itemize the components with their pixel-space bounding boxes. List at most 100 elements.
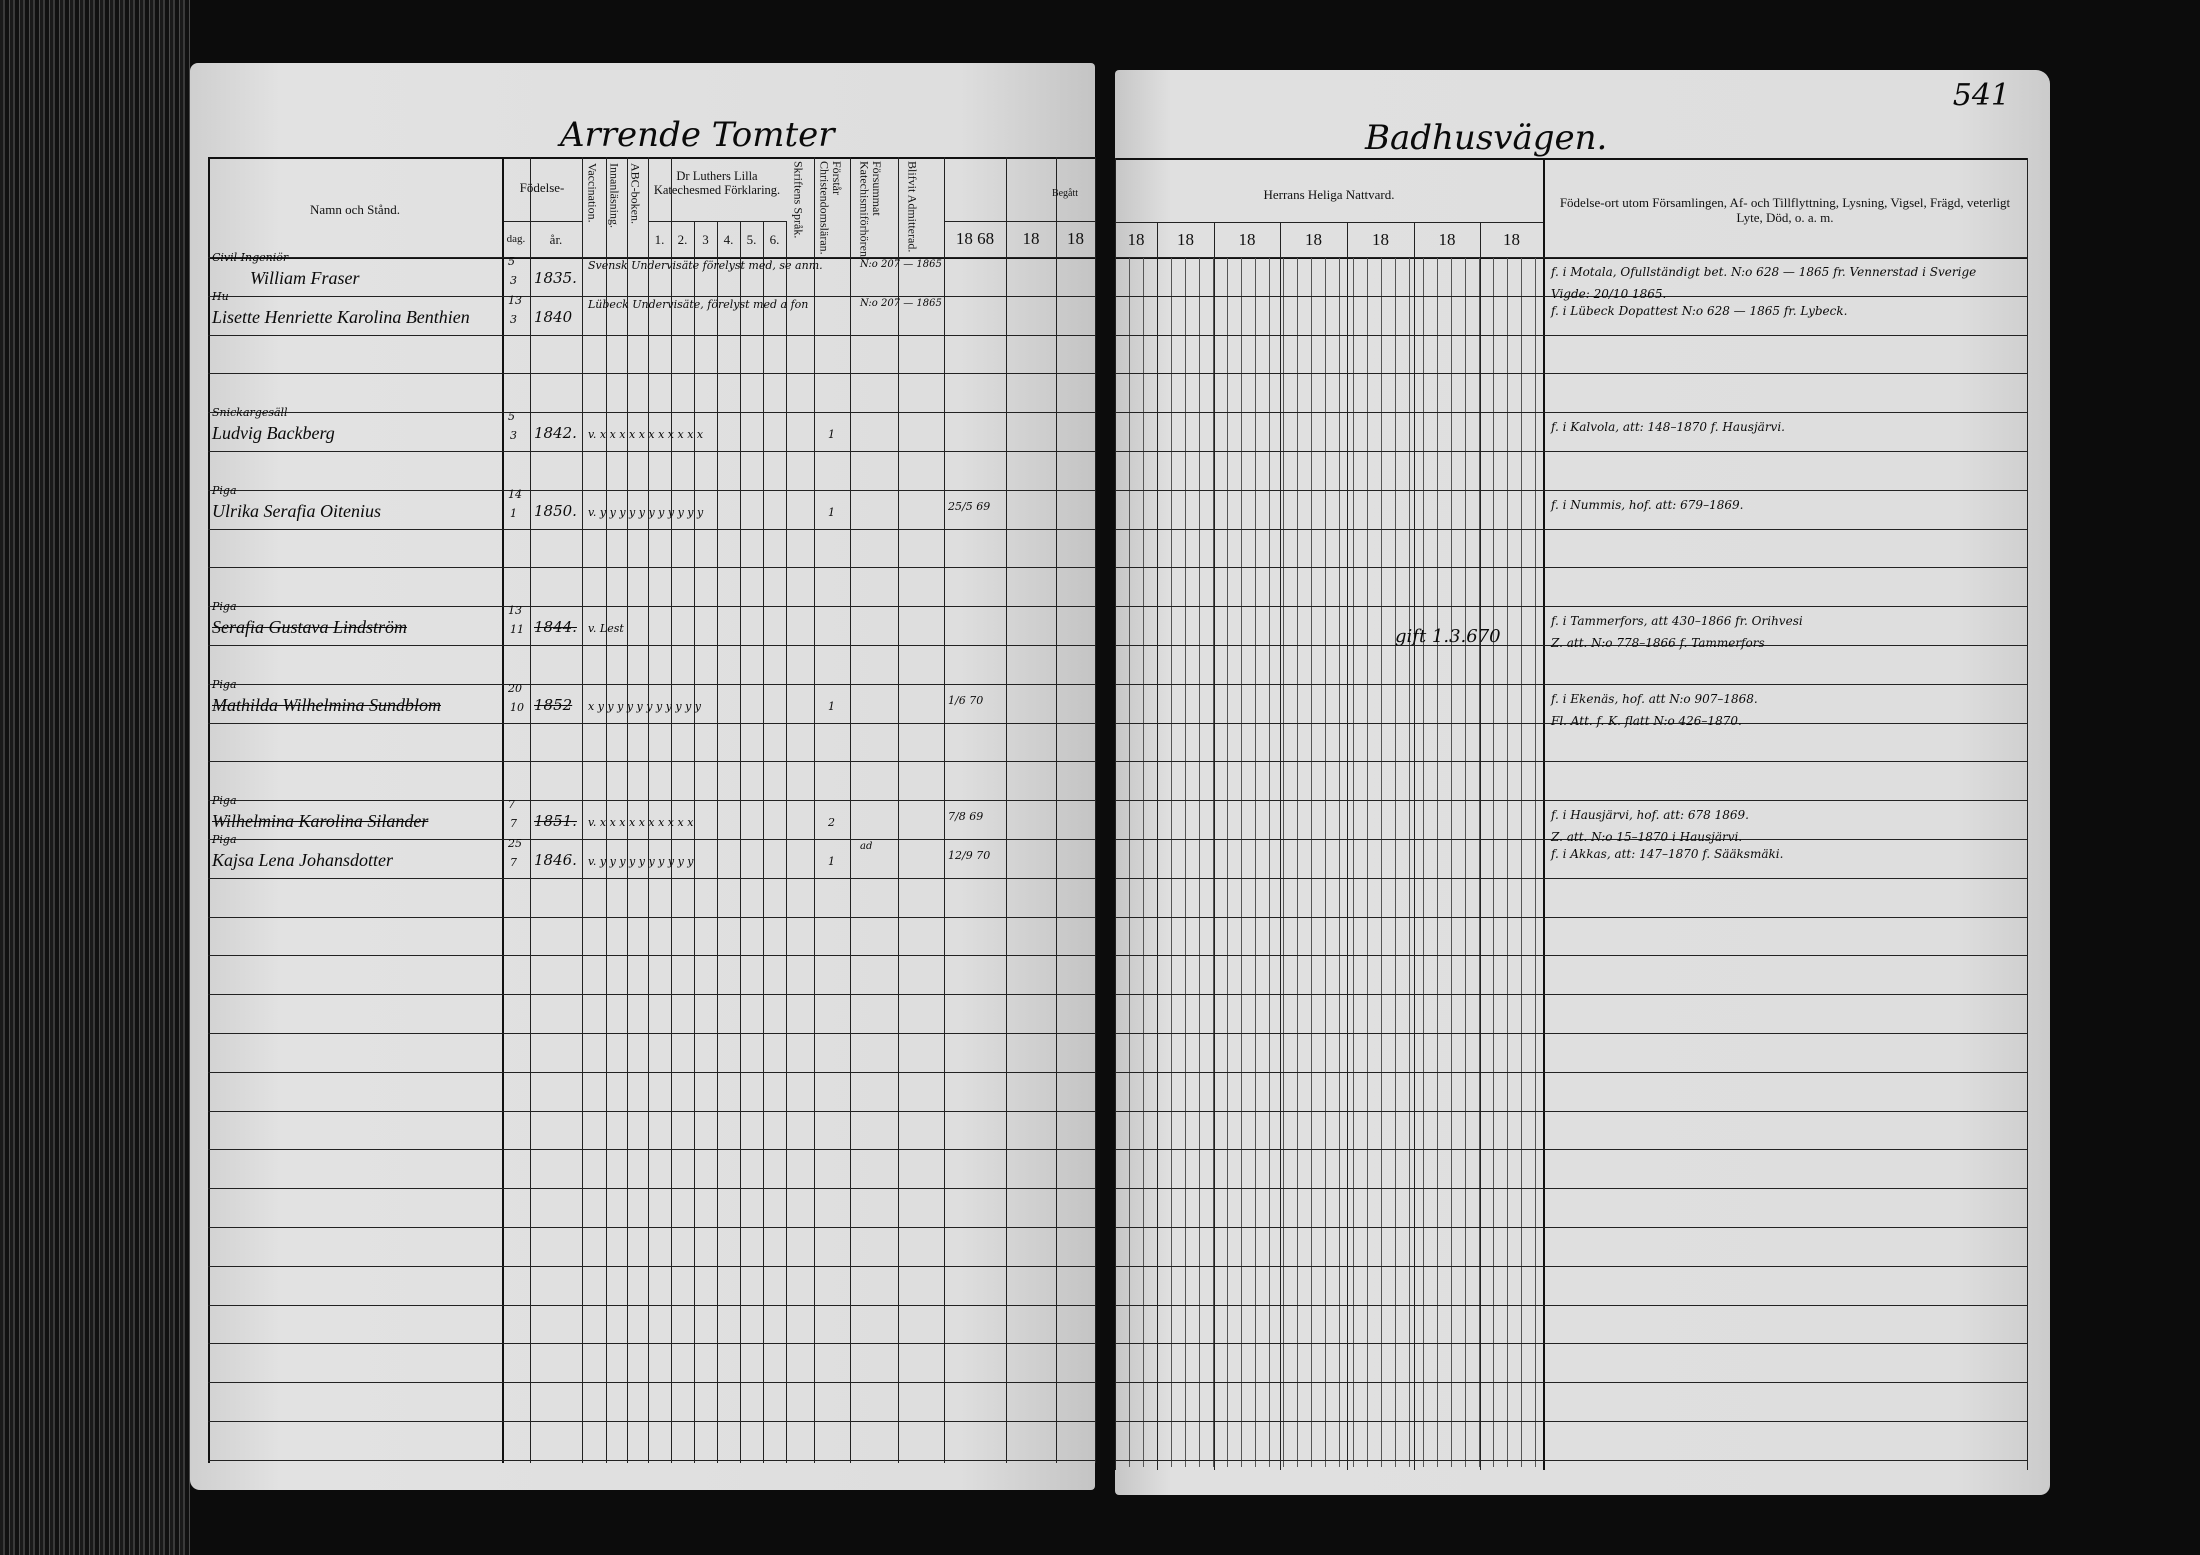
row-rule: [1115, 1382, 2027, 1384]
column-divider: [1347, 222, 1348, 1470]
entry-name: Wilhelmina Karolina Silander: [212, 811, 429, 832]
entry-birth-month: 7: [510, 817, 517, 831]
entry-birth-month: 1: [510, 506, 517, 520]
row-rule: [208, 295, 1095, 297]
entry-remarks: f. i Kalvola, att: 148–1870 f. Hausjärvi…: [1547, 412, 2027, 451]
sub-column-rule: [1199, 257, 1200, 1467]
row-rule: [208, 528, 1095, 530]
row-rule: [1115, 489, 2027, 491]
row-rule: [208, 722, 1095, 724]
row-rule: [1115, 877, 2027, 879]
entry-title: Piga: [212, 794, 237, 808]
remark-line: f. i Motala, Ofullständigt bet. N:o 628 …: [1551, 265, 1977, 279]
sub-column-rule: [1521, 257, 1522, 1467]
entry-skrift: 1: [828, 699, 835, 713]
entry-birth-year: 1850.: [534, 501, 577, 520]
header-year: 18: [1177, 230, 1194, 249]
entry-remarks: f. i Hausjärvi, hof. att: 678 1869. Z. at…: [1547, 800, 2027, 844]
row-rule: [208, 1033, 1095, 1034]
row-rule: [208, 683, 1095, 685]
row-rule: [1115, 606, 2027, 608]
header-catechism-part: 1.: [654, 232, 665, 247]
entry-name: William Fraser: [250, 268, 360, 288]
header-admitterad: Blifvit Admitterad.: [905, 161, 920, 253]
birth-sub-rule: [502, 221, 582, 222]
column-divider: [898, 157, 899, 1463]
header-year: 18 68: [955, 229, 995, 248]
entry-name: Mathilda Wilhelmina Sundblom: [212, 694, 441, 715]
sub-column-rule: [1367, 257, 1368, 1467]
header-remarks: Födelse-ort utom Församlingen, Af- och T…: [1559, 195, 2011, 225]
header-skriftens: Skriftens Språk.: [791, 161, 806, 239]
entry-admitted: ad: [860, 841, 873, 852]
row-rule: [208, 1343, 1095, 1345]
entry-progress-marks: Svensk Undervisäte förelyst med, se anm.: [588, 259, 823, 272]
header-birth-day: dag.: [506, 233, 526, 245]
header-innanlasning: Innanläsning.: [607, 163, 622, 228]
entry-skrift: 1: [828, 505, 835, 519]
years-sub-rule: [944, 221, 1095, 222]
row-rule: [208, 567, 1095, 569]
header-year: 18: [1127, 230, 1145, 249]
column-divider: [850, 157, 851, 1463]
row-rule: [1115, 839, 2027, 840]
entry-birth-day: 5: [508, 255, 515, 268]
sub-column-rule: [1143, 257, 1144, 1467]
row-rule: [208, 451, 1095, 452]
entry-birth-month: 3: [510, 274, 517, 287]
entry-birth-year: 1851.: [534, 812, 577, 831]
entry-birth-year: 1835.: [534, 269, 577, 287]
sub-column-rule: [1395, 257, 1396, 1467]
entry-begatt: 7/8 69: [948, 810, 984, 824]
header-year: 18: [1503, 230, 1520, 249]
entry-birth-year: 1852: [534, 695, 573, 714]
row-rule: [208, 606, 1095, 608]
row-rule: [1115, 528, 2027, 530]
years-sub-rule: [1115, 222, 1543, 223]
register-entry: Snickargesäll Ludvig Backberg 5 3 1842. v. x …: [190, 406, 1095, 451]
column-divider: [740, 221, 741, 1463]
page-number: 541: [1952, 78, 2010, 113]
sub-column-rule: [1353, 257, 1354, 1467]
column-divider: [717, 221, 718, 1463]
register-entry: Piga Mathilda Wilhelmina Sundblom 20 10 1852…: [190, 678, 1095, 723]
header-catechism-part: 4.: [723, 232, 734, 247]
entry-begatt: 12/9 70: [948, 849, 991, 862]
entry-birth-day: 20: [508, 681, 522, 695]
entry-remarks: f. i Nummis, hof. att: 679–1869.: [1547, 490, 2027, 529]
entry-title: Piga: [212, 600, 237, 614]
row-rule: [208, 877, 1095, 879]
column-divider: [671, 157, 672, 1463]
sub-column-rule: [1255, 257, 1256, 1467]
entry-birth-day: 13: [508, 293, 522, 307]
entry-remarks: f. i Ekenäs, hof. att N:o 907–1868. Fl. A…: [1547, 684, 2027, 728]
remark-line: Z. att. N:o 15–1870 i Hausjärvi.: [1551, 830, 1743, 845]
row-rule: [1115, 1188, 2027, 1190]
right-page: 541 Badhusvägen. Herrans Heliga Nattvard…: [1115, 70, 2050, 1495]
entry-admitted: N:o 207 — 1865: [860, 259, 942, 270]
entry-birth-day: 25: [508, 837, 522, 850]
row-rule: [1115, 1110, 2027, 1112]
header-year: 18: [1372, 230, 1389, 249]
column-divider: [1115, 158, 1116, 1470]
remark-line: f. i Kalvola, att: 148–1870 f. Hausjärvi…: [1551, 420, 1785, 435]
row-rule: [208, 1110, 1095, 1112]
entry-admitted: N:o 207 — 1865: [860, 297, 942, 309]
entry-birth-year: 1840: [534, 307, 573, 326]
row-rule: [208, 1382, 1095, 1384]
entry-birth-day: 13: [508, 604, 522, 618]
row-rule: [208, 1071, 1095, 1073]
row-rule: [208, 994, 1095, 996]
entry-progress-marks: v. y y y y y y y y y y: [588, 855, 694, 868]
entry-birth-year: 1844.: [534, 618, 577, 637]
row-rule: [208, 1304, 1095, 1306]
row-rule: [208, 916, 1095, 918]
row-rule: [208, 373, 1095, 375]
header-abc: ABC-boken.: [628, 163, 643, 224]
header-bottom-rule: [1115, 257, 2027, 259]
row-rule: [208, 489, 1095, 491]
row-rule: [1115, 1304, 2027, 1306]
row-rule: [1115, 800, 2027, 802]
header-forsummat: Försummat Katechismiförhören.: [857, 161, 885, 260]
header-year: 18: [1022, 229, 1040, 248]
